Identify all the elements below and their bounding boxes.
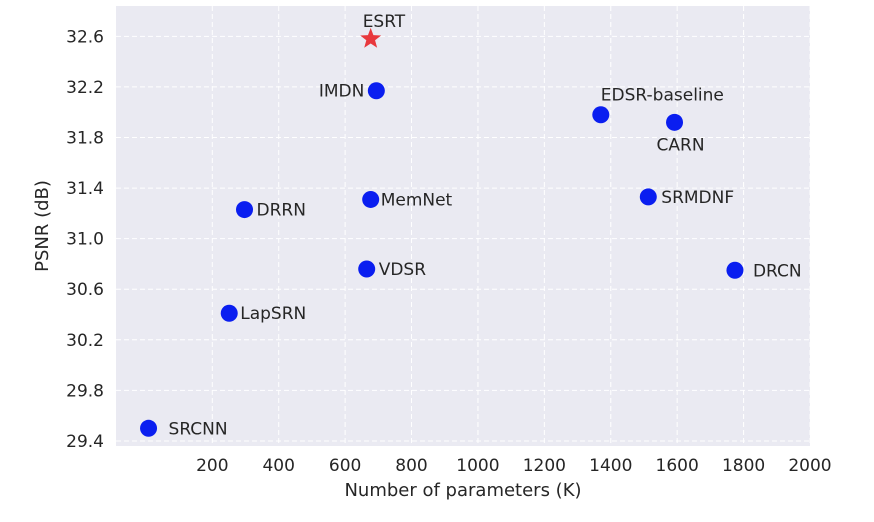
plot-background [116,6,810,446]
label-carn: CARN [657,135,705,155]
label-imdn: IMDN [319,82,365,102]
label-memnet: MemNet [381,190,453,210]
point-carn [666,113,684,131]
x-tick-label: 2000 [788,456,831,476]
label-drcn: DRCN [753,261,802,281]
point-drrn [236,201,254,219]
point-edsr-baseline [592,106,610,124]
point-vdsr [358,260,376,278]
y-tick-label: 32.6 [66,27,104,47]
label-lapsrn: LapSRN [240,304,306,324]
point-imdn [367,82,385,100]
data-points [140,27,744,437]
point-memnet [362,190,380,208]
label-drrn: DRRN [257,201,306,221]
point-srmdnf [639,188,657,206]
label-esrt: ESRT [363,12,406,32]
x-tick-label: 1600 [656,456,699,476]
x-tick-label: 600 [329,456,361,476]
x-tick-label: 400 [262,456,294,476]
x-tick-label: 1800 [722,456,765,476]
y-tick-label: 29.4 [66,432,104,452]
label-srcnn: SRCNN [169,419,228,439]
point-esrt [360,27,382,48]
y-tick-label: 29.8 [66,381,104,401]
y-tick-label: 30.2 [66,331,104,351]
x-axis-label: Number of parameters (K) [344,480,581,501]
label-srmdnf: SRMDNF [661,188,734,208]
y-tick-label: 30.6 [66,280,104,300]
y-tick-label: 31.4 [66,179,104,199]
y-tick-label: 31.0 [66,230,104,250]
label-edsr-baseline: EDSR-baseline [601,86,724,106]
point-drcn [726,261,744,279]
x-tick-label: 200 [196,456,228,476]
x-tick-label: 1000 [456,456,499,476]
y-tick-labels: 29.4 29.8 30.2 30.6 31.0 31.4 31.8 32.2 32.6 [66,27,104,452]
point-lapsrn [220,304,238,322]
y-axis-label: PSNR (dB) [32,180,53,272]
grid [116,6,811,446]
x-tick-label: 1400 [589,456,632,476]
point-labels: ESRT IMDN EDSR-baseline CARN DRRN MemNet SRMDN… [169,12,802,439]
x-tick-label: 800 [395,456,427,476]
label-vdsr: VDSR [379,260,427,280]
y-tick-label: 31.8 [66,128,104,148]
x-tick-labels: 200 400 600 800 1000 1200 1400 1600 1800 2000 [196,456,832,476]
x-tick-label: 1200 [523,456,566,476]
y-tick-label: 32.2 [66,78,104,98]
point-srcnn [140,419,158,437]
